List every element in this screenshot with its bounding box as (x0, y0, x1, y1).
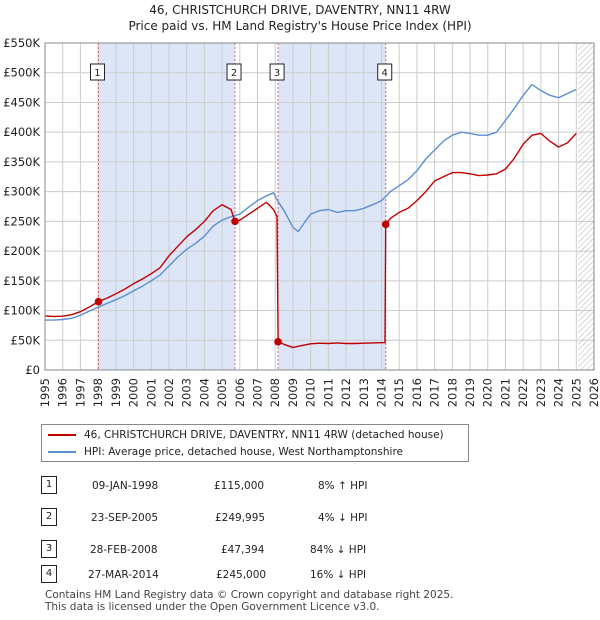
y-tick-label: £550K (3, 36, 40, 50)
chart-title-line1: 46, CHRISTCHURCH DRIVE, DAVENTRY, NN11 4… (149, 3, 451, 17)
y-tick-label: £250K (3, 214, 40, 228)
x-tick-label: 2003 (180, 378, 194, 407)
sale-point (94, 297, 103, 306)
chart-title-line2: Price paid vs. HM Land Registry's House … (128, 19, 472, 33)
transaction-date: 09-JAN-1998 (92, 480, 159, 492)
x-tick-label: 2002 (162, 378, 176, 407)
x-tick-label: 2023 (534, 378, 548, 407)
series-line (45, 83, 577, 321)
transaction-row-4: 4 27-MAR-2014 £245,000 16% ↓ HPI (0, 565, 600, 587)
marker-box (226, 63, 242, 81)
legend: 46, CHRISTCHURCH DRIVE, DAVENTRY, NN11 4… (41, 424, 469, 462)
y-tick-label: £150K (3, 274, 40, 288)
forecast-hatch (578, 43, 594, 370)
legend-label-price: 46, CHRISTCHURCH DRIVE, DAVENTRY, NN11 4… (84, 429, 444, 441)
x-tick-label: 1998 (91, 378, 105, 407)
transaction-price: £245,000 (216, 569, 267, 581)
y-tick-label: £450K (3, 95, 40, 109)
transaction-number: 4 (41, 565, 57, 583)
footer-line-1: Contains HM Land Registry data © Crown c… (45, 589, 454, 601)
marker-box (89, 63, 105, 81)
x-tick-label: 2011 (321, 378, 335, 407)
transaction-number: 2 (41, 508, 57, 526)
x-tick-label: 1997 (73, 378, 87, 407)
x-tick-label: 2007 (251, 378, 265, 407)
transaction-hpi: 16% ↓ HPI (310, 569, 367, 581)
x-tick-label: 2005 (215, 378, 229, 407)
x-tick-label: 2008 (268, 378, 282, 407)
x-tick-label: 2020 (481, 378, 495, 407)
marker-label: 2 (231, 68, 237, 79)
transaction-hpi: 4% ↓ HPI (318, 512, 368, 524)
x-tick-label: 1999 (109, 378, 123, 407)
x-tick-label: 2004 (197, 378, 211, 407)
sale-point (381, 220, 390, 229)
y-tick-label: £400K (3, 125, 40, 139)
x-tick-label: 2013 (357, 378, 371, 407)
x-tick-label: 2016 (410, 378, 424, 407)
marker-box (377, 63, 393, 81)
x-tick-label: 2012 (339, 378, 353, 407)
x-tick-label: 2025 (569, 378, 583, 407)
transaction-hpi: 84% ↓ HPI (310, 544, 367, 556)
x-tick-label: 2000 (127, 378, 141, 407)
y-tick-label: £200K (3, 244, 40, 258)
x-tick-label: 2026 (587, 378, 600, 407)
transaction-date: 28-FEB-2008 (90, 544, 158, 556)
transaction-hpi: 8% ↑ HPI (318, 480, 368, 492)
x-tick-label: 2021 (498, 378, 512, 407)
y-tick-label: £350K (3, 155, 40, 169)
x-tick-label: 2006 (233, 378, 247, 407)
transaction-row-1: 1 09-JAN-1998 £115,000 8% ↑ HPI (0, 476, 600, 498)
y-tick-label: £100K (3, 304, 40, 318)
transaction-price: £249,995 (215, 512, 266, 524)
y-tick-label: £300K (3, 185, 40, 199)
price-chart: 1 2 3 4 £0 £50K £100K £150K £200K £250K £300K £350… (3, 36, 600, 407)
x-tick-label: 2022 (516, 378, 530, 407)
sale-point (231, 217, 239, 226)
y-tick-label: £0 (25, 363, 40, 377)
x-tick-label: 2010 (304, 378, 318, 407)
x-tick-label: 1996 (56, 378, 70, 407)
shaded-period (98, 43, 236, 370)
sale-point (274, 338, 282, 346)
x-tick-label: 1995 (38, 378, 52, 407)
x-tick-label: 2019 (463, 378, 477, 407)
plot-frame (44, 42, 595, 371)
legend-swatch-price (48, 434, 76, 436)
x-tick-label: 2018 (445, 378, 459, 407)
x-tick-label: 2024 (552, 378, 566, 407)
y-tick-label: £50K (11, 333, 41, 347)
x-tick-label: 2014 (374, 378, 388, 407)
marker-label: 4 (382, 68, 388, 79)
transaction-price: £47,394 (221, 544, 265, 556)
legend-swatch-hpi (48, 451, 76, 453)
x-tick-label: 2001 (144, 378, 158, 407)
y-tick-label: £500K (3, 66, 40, 80)
x-tick-label: 2009 (286, 378, 300, 407)
transaction-date: 23-SEP-2005 (91, 512, 159, 524)
transaction-number: 1 (41, 476, 57, 494)
transaction-row-3: 3 28-FEB-2008 £47,394 84% ↓ HPI (0, 540, 600, 562)
legend-item-hpi: HPI: Average price, detached house, West… (48, 444, 403, 460)
marker-label: 1 (94, 68, 100, 79)
legend-label-hpi: HPI: Average price, detached house, West… (84, 446, 403, 458)
transaction-row-2: 2 23-SEP-2005 £249,995 4% ↓ HPI (0, 508, 600, 530)
marker-label: 3 (274, 68, 280, 79)
footer-line-2: This data is licensed under the Open Gov… (45, 601, 380, 613)
legend-item-price: 46, CHRISTCHURCH DRIVE, DAVENTRY, NN11 4… (48, 427, 444, 443)
x-tick-label: 2015 (392, 378, 406, 407)
series-line (44, 132, 577, 349)
transaction-price: £115,000 (214, 480, 265, 492)
footer: Contains HM Land Registry data © Crown c… (45, 589, 453, 613)
transaction-date: 27-MAR-2014 (88, 569, 159, 581)
x-tick-label: 2017 (428, 378, 442, 407)
transaction-number: 3 (41, 540, 57, 558)
marker-box (269, 63, 285, 81)
